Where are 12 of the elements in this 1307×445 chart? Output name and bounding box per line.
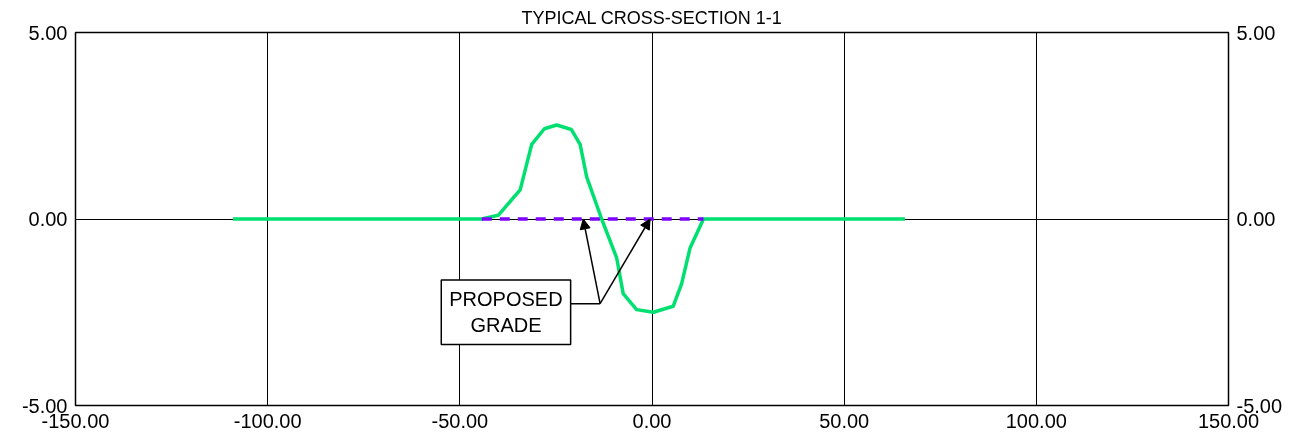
x-tick-label: 0.00 xyxy=(632,409,672,432)
y2-tick-label: 0.00 xyxy=(1236,208,1276,230)
x-tick-label: 50.00 xyxy=(819,409,870,432)
line-series xyxy=(231,123,907,314)
annotation: PROPOSED GRADE xyxy=(449,288,563,337)
chart-title: TYPICAL CROSS-SECTION 1-1 xyxy=(521,7,782,28)
x-tick-label: -50.00 xyxy=(431,409,489,432)
y2-tick-label: 5.00 xyxy=(1236,21,1276,44)
y-tick-label: 5.00 xyxy=(28,21,68,44)
x-tick-label: 100.00 xyxy=(1005,409,1067,432)
y-tick-label: 0.00 xyxy=(28,208,68,230)
x-tick-label: -100.00 xyxy=(233,409,302,432)
